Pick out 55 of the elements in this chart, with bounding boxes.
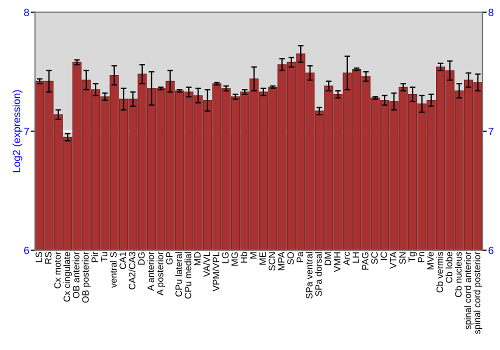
x-tick-label: CA2/CA3 xyxy=(128,252,136,290)
x-tick-label: Pa xyxy=(296,252,304,262)
x-tick-label: DM xyxy=(324,252,332,266)
x-tick-label: Tu xyxy=(100,252,108,262)
x-tick-label: Tg xyxy=(408,252,417,262)
y2-tick-label: 6 xyxy=(488,246,494,254)
x-tick-label: Cb nucleus xyxy=(454,252,462,298)
x-tick-label: spinal cord posterior xyxy=(474,252,482,334)
x-tick-label: spinal cord anterior xyxy=(464,252,473,330)
x-tick-label: ventral S xyxy=(110,252,117,288)
x-tick-label: RS xyxy=(44,252,52,264)
x-tick-label: IC xyxy=(380,252,388,260)
x-tick-label: SN xyxy=(399,252,406,264)
x-tick-label: MVe xyxy=(427,252,434,270)
x-tick-label: VA/VL xyxy=(203,252,210,277)
x-tick-label: CA1 xyxy=(120,252,126,270)
y-tick-label: 7 xyxy=(24,128,29,136)
x-tick-label: M xyxy=(250,252,256,259)
x-tick-label: LG xyxy=(222,252,229,264)
x-tick-label: CPu medial xyxy=(184,252,192,299)
x-tick-label: OB posterior xyxy=(82,252,91,303)
x-tick-label: SCN xyxy=(268,252,276,271)
x-tick-label: Cb vermis xyxy=(436,252,444,292)
x-tick-label: VPM/VPL xyxy=(212,252,220,292)
x-tick-label: Hb xyxy=(240,252,248,263)
x-tick-label: A anterior xyxy=(147,252,154,291)
x-tick-label: MPA xyxy=(278,252,284,270)
x-tick-label: GP xyxy=(166,252,173,264)
x-tick-label: Pn xyxy=(418,252,424,262)
x-tick-label: CPu lateral xyxy=(175,252,182,297)
x-tick-label: DG xyxy=(138,252,145,265)
x-tick-label: OB anterior xyxy=(72,252,80,298)
x-tick-label: Cb lobe xyxy=(446,252,452,283)
x-tick-label: PAG xyxy=(362,252,368,270)
x-tick-label: ME xyxy=(259,252,266,265)
x-tick-label: A posterior xyxy=(156,252,166,296)
x-tick-label: LH xyxy=(352,252,360,263)
y-axis-title: Log2 (expression) xyxy=(12,90,22,172)
y2-tick-label: 8 xyxy=(488,8,494,16)
x-tick-label: Cx cingulate xyxy=(63,252,72,302)
x-tick-label: MD xyxy=(194,252,201,266)
y-tick-label: 8 xyxy=(24,8,29,16)
x-tick-label: SPa dorsal xyxy=(315,252,322,296)
y2-tick-label: 7 xyxy=(488,128,494,136)
x-tick-label: VMH xyxy=(334,252,340,272)
x-tick-label: VTA xyxy=(390,252,396,269)
x-tick-label: SC xyxy=(371,252,378,264)
x-tick-label: SPa ventral xyxy=(306,252,312,299)
x-tick-label: LS xyxy=(36,252,42,262)
x-tick-label: MG xyxy=(231,252,238,266)
x-tick-label: SO xyxy=(287,252,294,264)
x-tick-label: Arc xyxy=(343,252,350,266)
x-tick-label: Cx motor xyxy=(54,252,61,288)
y-tick-label: 6 xyxy=(24,246,29,254)
x-tick-label: Pir xyxy=(91,252,98,262)
